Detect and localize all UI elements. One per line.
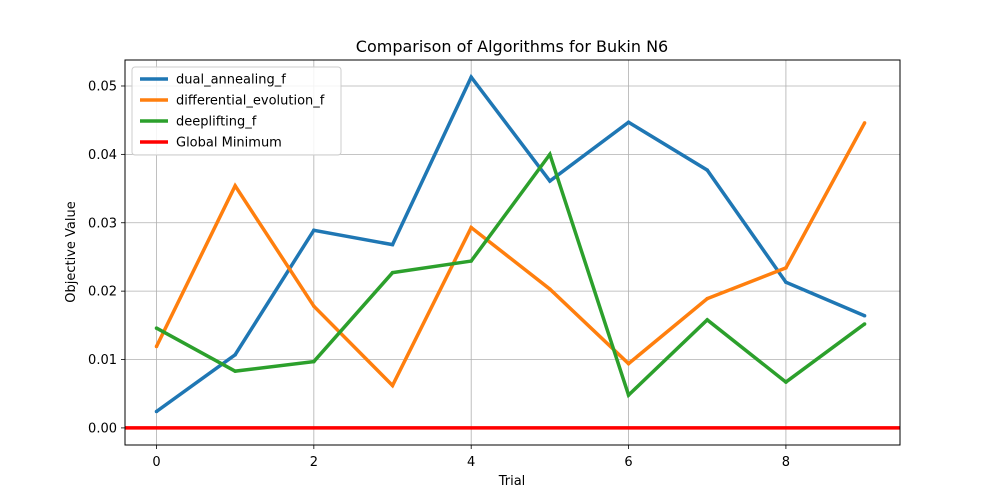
x-tick-label: 2 (310, 455, 318, 470)
y-tick-label: 0.01 (88, 353, 117, 368)
legend-label: deeplifting_f (176, 115, 257, 130)
data-point (469, 75, 473, 79)
data-point (154, 326, 159, 330)
y-tick-label: 0.00 (88, 421, 117, 436)
data-point (626, 393, 631, 397)
legend-box (131, 66, 342, 156)
data-point (154, 344, 159, 349)
data-point (626, 361, 631, 366)
data-point (312, 359, 316, 364)
data-point (469, 225, 473, 230)
legend-label: dual_annealing_f (176, 73, 286, 88)
data-point (390, 383, 395, 388)
data-point (626, 120, 631, 124)
legend: dual_annealing_f differential_evolution_f… (131, 66, 342, 156)
chart-title: Comparison of Algorithms for Bukin N6 (356, 37, 668, 56)
x-tick-label: 8 (782, 455, 790, 470)
data-point (312, 228, 316, 233)
data-point (705, 168, 709, 172)
data-point (548, 152, 552, 157)
ticks: 0 2 4 6 8 0.00 0.01 0.02 0.03 0.04 0.05 (88, 79, 790, 470)
x-tick-label: 0 (152, 455, 160, 470)
data-point (233, 352, 237, 357)
data-point (233, 184, 237, 188)
data-point (784, 380, 788, 384)
y-tick-label: 0.03 (88, 216, 117, 231)
data-point (784, 266, 788, 270)
data-point (233, 369, 237, 373)
y-axis-label: Objective Value (64, 201, 79, 302)
x-axis-label: Trial (498, 474, 526, 489)
x-tick-label: 4 (467, 455, 475, 470)
data-point (312, 304, 316, 308)
data-point (862, 121, 867, 125)
legend-label: differential_evolution_f (176, 94, 325, 109)
legend-label: Global Minimum (176, 136, 282, 151)
data-point (784, 280, 788, 284)
x-tick-label: 6 (624, 455, 632, 470)
series-line-deeplifting_f (155, 150, 866, 399)
data-point (390, 242, 395, 247)
y-tick-label: 0.05 (88, 79, 117, 94)
data-point (548, 287, 552, 291)
y-tick-label: 0.04 (88, 148, 117, 163)
data-point (705, 318, 709, 322)
data-point (469, 259, 473, 263)
data-point (862, 314, 867, 318)
data-point (548, 179, 552, 183)
series-line-differential_evolution_f (154, 122, 867, 389)
data-point (390, 270, 395, 275)
y-tick-label: 0.02 (88, 285, 117, 300)
data-point (862, 322, 867, 326)
plot-frame (124, 59, 901, 446)
series-layer (125, 73, 900, 430)
data-point (154, 409, 159, 414)
data-point (705, 296, 709, 301)
grid (125, 60, 900, 445)
series-line-dual_annealing_f (155, 73, 866, 413)
